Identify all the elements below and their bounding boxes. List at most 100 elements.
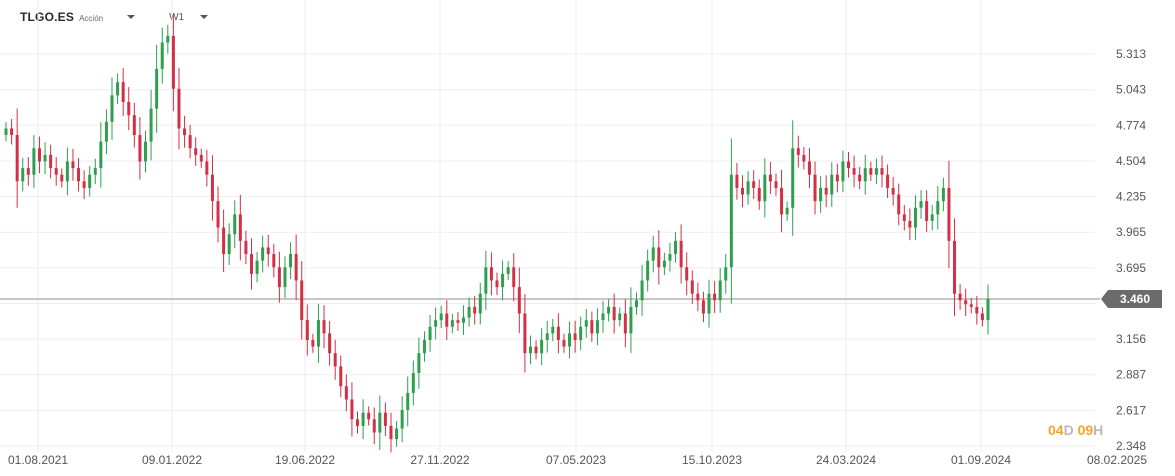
candle-body (523, 313, 527, 354)
candle-body (60, 174, 64, 182)
candle-body (506, 267, 510, 274)
y-axis: 5.3135.0434.7744.5044.2353.9653.6953.426… (1116, 47, 1146, 453)
candle-body (690, 280, 694, 294)
candle-body (891, 187, 895, 195)
candle-body (378, 412, 382, 433)
x-tick-label: 27.11.2022 (410, 453, 469, 467)
candle-body (261, 247, 265, 261)
candle-body (807, 161, 811, 175)
candle-body (573, 333, 577, 340)
candle-body (685, 267, 689, 281)
candle-body (562, 339, 566, 347)
chart-toolbar: TLGO.ES Acción W1 (0, 0, 400, 34)
candle-body (495, 280, 499, 288)
price-tag-background (1101, 289, 1162, 308)
candle-body (205, 161, 209, 175)
candle-body (311, 339, 315, 347)
y-tick-label: 2.887 (1116, 368, 1146, 382)
candle-body (724, 267, 728, 281)
candle-body (344, 386, 348, 400)
candle-body (10, 128, 14, 136)
x-tick-label: 19.06.2022 (275, 453, 335, 467)
candle-body (824, 187, 828, 195)
candle-body (361, 412, 365, 426)
candle-body (980, 313, 984, 321)
y-tick-label: 4.774 (1116, 118, 1146, 132)
candle-body (556, 326, 560, 340)
candle-body (250, 254, 253, 274)
candle-body (110, 95, 114, 122)
candle-body (21, 168, 25, 182)
candle-body (913, 207, 917, 228)
candle-body (434, 320, 438, 327)
candle-body (852, 168, 856, 175)
candle-body (333, 353, 337, 367)
candle-body (417, 353, 421, 374)
candle-body (222, 227, 226, 255)
candle-body (919, 201, 923, 208)
candle-body (406, 392, 410, 411)
candle-body (785, 207, 789, 215)
candle-body (99, 141, 103, 169)
candle-body (618, 313, 622, 321)
candle-body (874, 168, 878, 175)
candle-body (707, 293, 711, 314)
y-tick-label: 3.156 (1116, 332, 1146, 346)
candle-body (595, 320, 599, 334)
candle-body (400, 410, 404, 429)
candle-body (160, 42, 164, 69)
candle-body (43, 154, 47, 162)
candle-body (244, 240, 248, 255)
countdown-day-unit: D (1063, 422, 1074, 438)
x-axis: 01.08.2021 09.01.2022 19.06.2022 27.11.2022… (8, 453, 1147, 467)
candle-body (969, 304, 973, 307)
instrument-type-label: Acción (79, 13, 104, 23)
candle-body (422, 339, 426, 354)
candle-body (328, 333, 332, 354)
candle-body (171, 35, 175, 89)
timeframe-dropdown-chevron-down-icon[interactable] (200, 15, 209, 19)
candle-body (166, 35, 170, 43)
symbol-dropdown-chevron-down-icon[interactable] (127, 15, 136, 19)
candle-body (813, 174, 817, 202)
candle-body (121, 82, 125, 102)
candle-body (88, 174, 92, 188)
candle-body (930, 214, 934, 221)
candle-body (640, 280, 644, 301)
y-tick-label: 5.313 (1116, 47, 1146, 61)
candle-body (300, 280, 304, 321)
timeframe-selector[interactable]: W1 (169, 11, 185, 23)
x-tick-label: 01.08.2021 (8, 453, 68, 467)
candle-body (350, 399, 354, 420)
candle-body (473, 306, 477, 314)
candle-body (489, 267, 493, 281)
candle-body (607, 306, 611, 314)
candle-body (651, 247, 655, 261)
candle-body (512, 267, 516, 288)
candle-body (210, 174, 214, 202)
candle-body (953, 240, 957, 294)
candle-body (579, 326, 583, 340)
x-tick-label: 24.03.2024 (816, 453, 876, 467)
candle-body (568, 333, 572, 347)
candle-body (752, 181, 756, 188)
candle-body (601, 313, 605, 321)
candle-body (584, 320, 588, 327)
candle-body (294, 254, 298, 281)
candle-body (858, 174, 862, 182)
candle-body (668, 254, 672, 261)
candle-body (127, 101, 131, 116)
candle-body (305, 320, 309, 340)
candle-body (986, 298, 990, 321)
candle-body (551, 326, 555, 334)
candle-body (77, 168, 81, 182)
candle-body (272, 254, 276, 268)
candle-body (841, 161, 845, 182)
candle-body (65, 161, 69, 182)
candle-body (947, 187, 951, 241)
candle-body (964, 300, 968, 305)
candle-body (718, 280, 722, 301)
candle-body (534, 346, 538, 354)
